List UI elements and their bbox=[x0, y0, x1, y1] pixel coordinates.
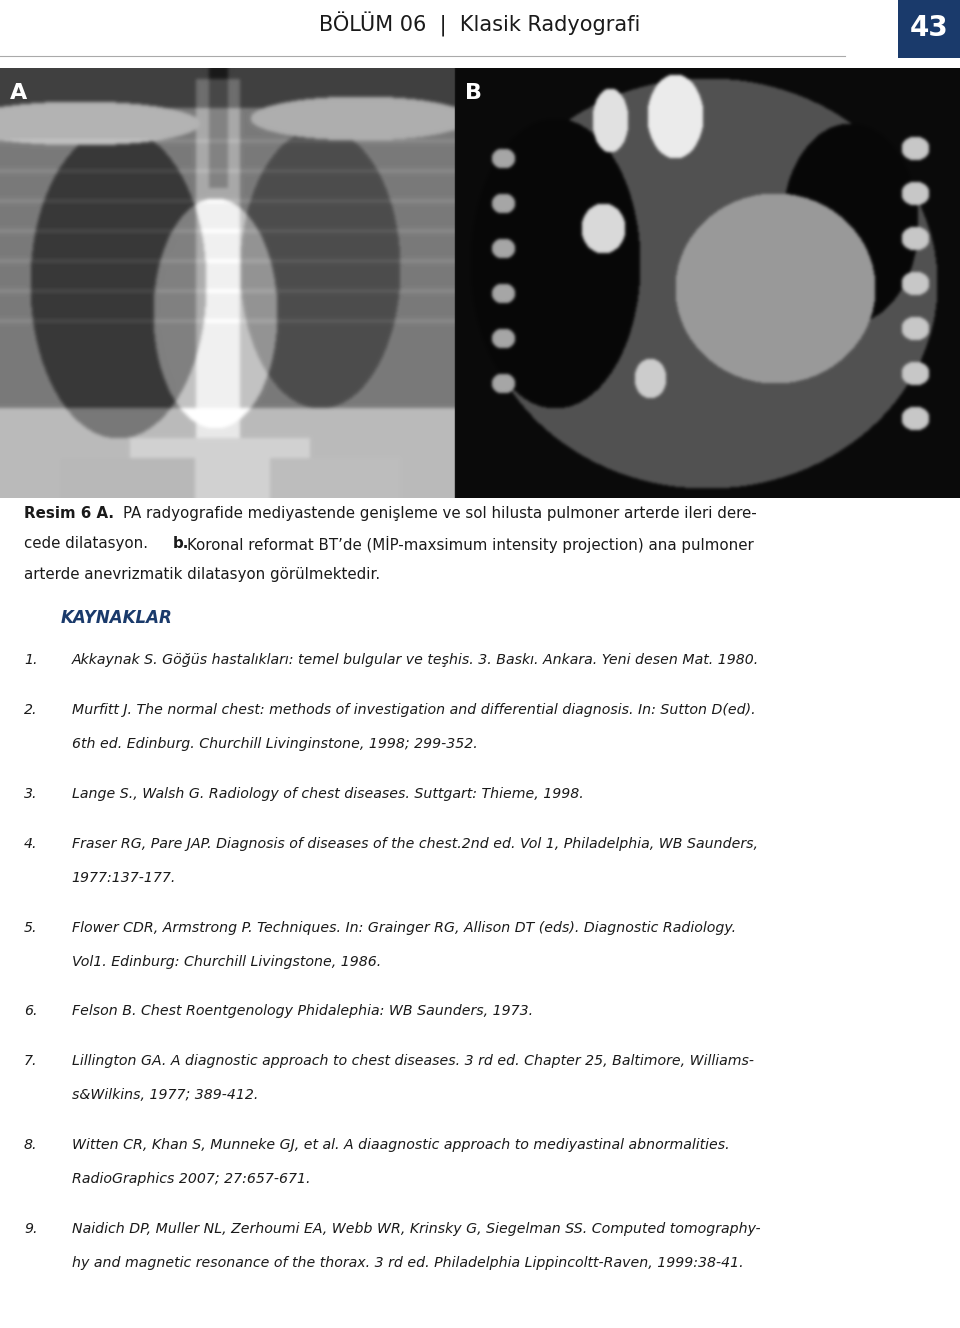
Text: 6th ed. Edinburg. Churchill Livinginstone, 1998; 299-352.: 6th ed. Edinburg. Churchill Livinginston… bbox=[72, 737, 477, 752]
Text: B: B bbox=[465, 82, 482, 104]
Text: 7.: 7. bbox=[24, 1054, 37, 1068]
Text: Vol1. Edinburg: Churchill Livingstone, 1986.: Vol1. Edinburg: Churchill Livingstone, 1… bbox=[72, 955, 381, 969]
Text: PA radyografide mediyastende genişleme ve sol hilusta pulmoner arterde ileri der: PA radyografide mediyastende genişleme v… bbox=[123, 506, 756, 521]
Text: KAYNAKLAR: KAYNAKLAR bbox=[60, 608, 173, 627]
Text: 2.: 2. bbox=[24, 703, 37, 717]
Text: Felson B. Chest Roentgenology Phidalephia: WB Saunders, 1973.: Felson B. Chest Roentgenology Phidalephi… bbox=[72, 1004, 533, 1019]
Text: arterde anevrizmatik dilatasyon görülmektedir.: arterde anevrizmatik dilatasyon görülmek… bbox=[24, 567, 380, 582]
Text: cede dilatasyon.: cede dilatasyon. bbox=[24, 537, 148, 551]
Text: 4.: 4. bbox=[24, 837, 37, 851]
Text: 43: 43 bbox=[910, 15, 948, 42]
Text: 8.: 8. bbox=[24, 1138, 37, 1153]
FancyBboxPatch shape bbox=[898, 0, 960, 58]
Text: 1.: 1. bbox=[24, 653, 37, 668]
Text: 5.: 5. bbox=[24, 920, 37, 935]
Text: hy and magnetic resonance of the thorax. 3 rd ed. Philadelphia Lippincoltt-Raven: hy and magnetic resonance of the thorax.… bbox=[72, 1256, 743, 1271]
Text: BÖLÜM 06  |  Klasik Radyografi: BÖLÜM 06 | Klasik Radyografi bbox=[320, 12, 640, 37]
Text: RadioGraphics 2007; 27:657-671.: RadioGraphics 2007; 27:657-671. bbox=[72, 1173, 310, 1186]
Text: Resim 6 A.: Resim 6 A. bbox=[24, 506, 114, 521]
Text: Lillington GA. A diagnostic approach to chest diseases. 3 rd ed. Chapter 25, Bal: Lillington GA. A diagnostic approach to … bbox=[72, 1054, 754, 1068]
Text: 9.: 9. bbox=[24, 1222, 37, 1236]
Text: Koronal reformat BT’de (MİP-maxsimum intensity projection) ana pulmoner: Koronal reformat BT’de (MİP-maxsimum int… bbox=[187, 537, 754, 554]
Text: A: A bbox=[10, 82, 27, 104]
Text: Witten CR, Khan S, Munneke GJ, et al. A diaagnostic approach to mediyastinal abn: Witten CR, Khan S, Munneke GJ, et al. A … bbox=[72, 1138, 730, 1153]
Text: 3.: 3. bbox=[24, 788, 37, 801]
Text: b.: b. bbox=[173, 537, 189, 551]
Text: Flower CDR, Armstrong P. Techniques. In: Grainger RG, Allison DT (eds). Diagnost: Flower CDR, Armstrong P. Techniques. In:… bbox=[72, 920, 735, 935]
Text: 1977:137-177.: 1977:137-177. bbox=[72, 871, 176, 884]
Text: Naidich DP, Muller NL, Zerhoumi EA, Webb WR, Krinsky G, Siegelman SS. Computed t: Naidich DP, Muller NL, Zerhoumi EA, Webb… bbox=[72, 1222, 760, 1236]
Text: 6.: 6. bbox=[24, 1004, 37, 1019]
Text: Fraser RG, Pare JAP. Diagnosis of diseases of the chest.2nd ed. Vol 1, Philadelp: Fraser RG, Pare JAP. Diagnosis of diseas… bbox=[72, 837, 757, 851]
Text: Lange S., Walsh G. Radiology of chest diseases. Suttgart: Thieme, 1998.: Lange S., Walsh G. Radiology of chest di… bbox=[72, 788, 584, 801]
Text: Akkaynak S. Göğüs hastalıkları: temel bulgular ve teşhis. 3. Baskı. Ankara. Yeni: Akkaynak S. Göğüs hastalıkları: temel bu… bbox=[72, 653, 759, 668]
Text: s&Wilkins, 1977; 389-412.: s&Wilkins, 1977; 389-412. bbox=[72, 1089, 258, 1102]
Text: Murfitt J. The normal chest: methods of investigation and differential diagnosis: Murfitt J. The normal chest: methods of … bbox=[72, 703, 756, 717]
